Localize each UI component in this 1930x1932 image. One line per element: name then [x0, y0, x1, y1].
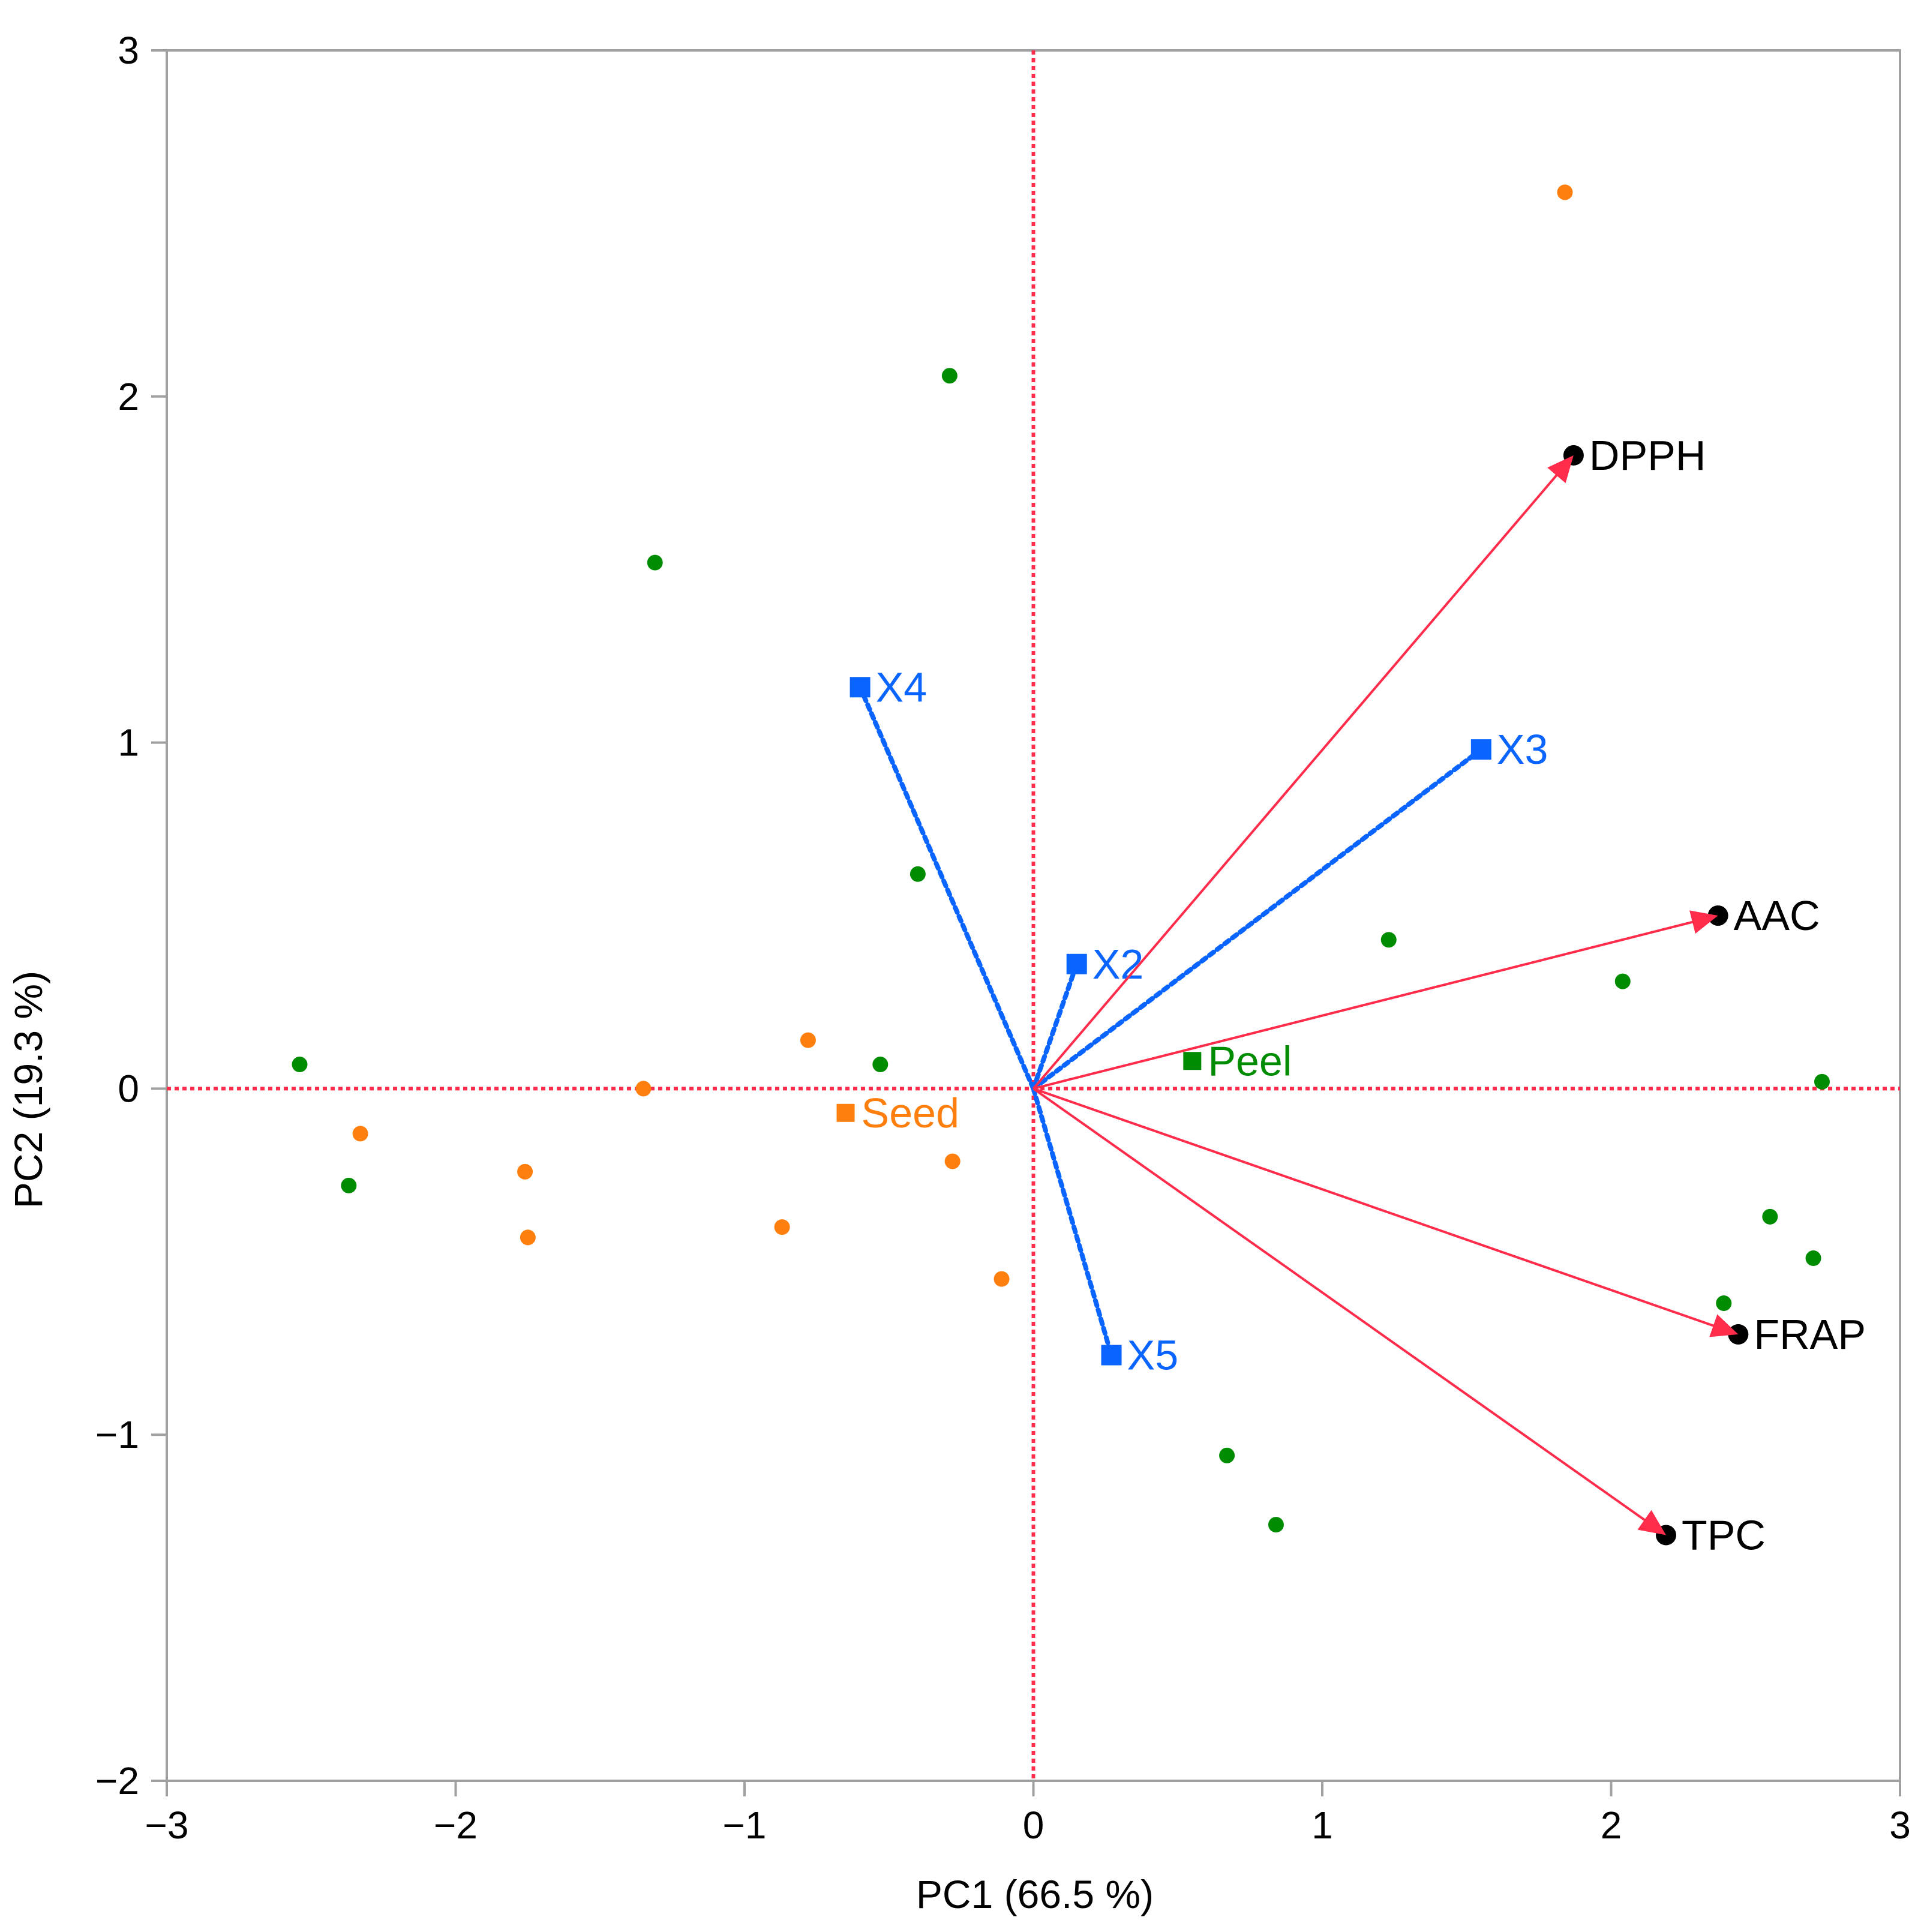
- y-axis-ticks: −2 −1 0 1 2 3: [95, 29, 167, 1802]
- factor-label-x5: X5: [1127, 1332, 1179, 1379]
- seed-score-point: [774, 1219, 790, 1235]
- factor-vector-x3: [1031, 747, 1484, 1091]
- y-tick-label: 0: [118, 1067, 139, 1110]
- factor-vector-end-x5: [1101, 1345, 1122, 1366]
- centroid-peel: [1183, 1052, 1202, 1070]
- factor-vector-end-x4: [850, 677, 871, 698]
- peel-score-point: [1380, 932, 1397, 948]
- seed-score-point: [800, 1032, 816, 1048]
- peel-score-point: [910, 866, 926, 882]
- y-tick-label: −2: [95, 1759, 139, 1802]
- factor-vector-x5: [1031, 1086, 1114, 1358]
- response-arrowhead-aac: [1689, 910, 1718, 934]
- response-vector-aac: [1033, 914, 1719, 1090]
- peel-score-point: [647, 554, 663, 571]
- x-tick-label: −3: [145, 1804, 189, 1847]
- score-points: [292, 184, 1830, 1533]
- response-vector-tpc: [1032, 1087, 1667, 1537]
- x-tick-label: 2: [1601, 1804, 1622, 1847]
- peel-score-point: [1614, 973, 1631, 989]
- peel-score-point: [1268, 1517, 1284, 1533]
- factor-label-x2: X2: [1092, 941, 1144, 988]
- peel-score-point: [292, 1057, 308, 1073]
- factor-vector-x4: [857, 685, 1036, 1091]
- response-arrowhead-frap: [1709, 1314, 1739, 1337]
- seed-score-point: [517, 1163, 533, 1180]
- seed-score-point: [635, 1081, 652, 1097]
- factor-vector-end-x2: [1066, 953, 1087, 974]
- response-vector-dpph: [1032, 454, 1575, 1090]
- response-arrowhead-tpc: [1637, 1510, 1666, 1535]
- seed-score-point: [1557, 184, 1573, 200]
- peel-score-point: [941, 368, 958, 384]
- factor-vectors: X2 X3 X4 X5: [850, 664, 1548, 1379]
- seed-score-point: [993, 1271, 1010, 1287]
- reference-lines: [167, 50, 1900, 1781]
- centroid-label-peel: Peel: [1208, 1037, 1292, 1084]
- seed-score-point: [944, 1153, 961, 1169]
- y-tick-label: 1: [118, 721, 139, 764]
- seed-score-point: [520, 1229, 536, 1246]
- factor-vector-x2: [1031, 961, 1079, 1091]
- response-arrowhead-dpph: [1547, 455, 1574, 484]
- peel-score-point: [1814, 1073, 1830, 1090]
- x-tick-label: 3: [1889, 1804, 1911, 1847]
- y-tick-label: 2: [118, 375, 139, 418]
- centroid-label-seed: Seed: [862, 1090, 959, 1136]
- seed-score-point: [352, 1126, 368, 1142]
- y-tick-label: 3: [118, 29, 139, 72]
- peel-score-point: [1716, 1295, 1732, 1312]
- x-tick-label: 1: [1311, 1804, 1333, 1847]
- x-tick-label: 0: [1023, 1804, 1044, 1847]
- peel-score-point: [341, 1177, 357, 1193]
- centroid-seed: [836, 1103, 855, 1122]
- group-centroids: Seed Peel: [836, 1037, 1292, 1136]
- peel-score-point: [872, 1057, 889, 1073]
- peel-score-point: [1219, 1447, 1235, 1463]
- response-vectors: DPPH AAC FRAP TPC: [1032, 432, 1866, 1558]
- factor-vector-end-x3: [1470, 739, 1491, 760]
- factor-label-x3: X3: [1497, 726, 1548, 773]
- response-label-dpph: DPPH: [1589, 432, 1706, 479]
- response-label-frap: FRAP: [1754, 1311, 1866, 1358]
- x-tick-label: −1: [723, 1804, 767, 1847]
- x-axis-ticks: −3 −2 −1 0 1 2 3: [145, 1781, 1911, 1847]
- peel-score-point: [1805, 1250, 1821, 1267]
- peel-score-point: [1762, 1208, 1778, 1225]
- factor-label-x4: X4: [876, 664, 928, 710]
- response-vector-frap: [1032, 1087, 1739, 1336]
- x-tick-label: −2: [434, 1804, 478, 1847]
- y-tick-label: −1: [95, 1413, 139, 1456]
- y-axis-title: PC2 (19.3 %): [6, 971, 50, 1208]
- x-axis-title: PC1 (66.5 %): [916, 1872, 1154, 1916]
- response-label-tpc: TPC: [1682, 1511, 1766, 1558]
- response-label-aac: AAC: [1734, 892, 1820, 939]
